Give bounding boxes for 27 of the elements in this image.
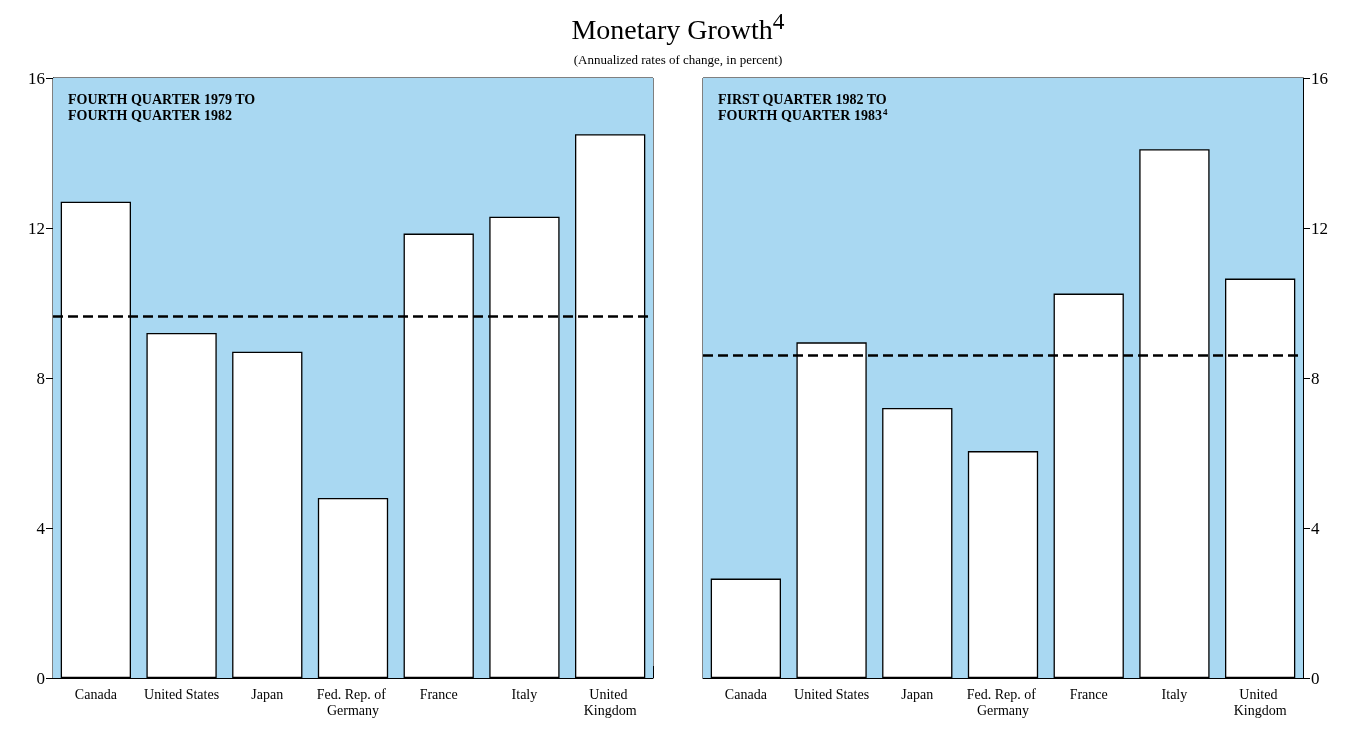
text: FOURTH QUARTER 1979 TO FOURTH QUARTER 1982 — [68, 91, 256, 123]
y-tick-label: 8 — [36, 368, 45, 388]
x-tick-label: France — [419, 686, 458, 702]
y-tick-label: 0 — [36, 668, 45, 688]
y2-tick-label: 0 — [1311, 668, 1320, 688]
x-tick-label: United Kingdom — [583, 686, 637, 718]
x-tick-label: Fed. Rep. of Germany — [966, 686, 1040, 718]
text: (Annualized rates of change, in percent) — [572, 52, 784, 69]
text: Monetary Growth$^{4}$ — [570, 8, 786, 47]
y2-tick-label: 16 — [1311, 68, 1328, 88]
x-tick-label: Canada — [74, 686, 118, 702]
x-tick-label: Japan — [251, 686, 284, 702]
x-tick-label: United States — [144, 686, 220, 702]
y2-tick-label: 8 — [1311, 368, 1320, 388]
x-tick-label: United Kingdom — [1233, 686, 1287, 718]
y2-tick-label: 12 — [1311, 218, 1328, 238]
y-tick-label: 16 — [28, 68, 45, 88]
x-tick-label: Japan — [901, 686, 934, 702]
x-tick-label: France — [1069, 686, 1108, 702]
x-tick-label: Italy — [511, 686, 538, 702]
x-tick-label: Italy — [1161, 686, 1188, 702]
x-tick-label: United States — [794, 686, 870, 702]
x-tick-label: Fed. Rep. of Germany — [316, 686, 390, 718]
y2-tick-label: 4 — [1311, 518, 1320, 538]
x-tick-label: Canada — [724, 686, 768, 702]
y-tick-label: 4 — [36, 518, 46, 538]
y-tick-label: 12 — [28, 218, 45, 238]
